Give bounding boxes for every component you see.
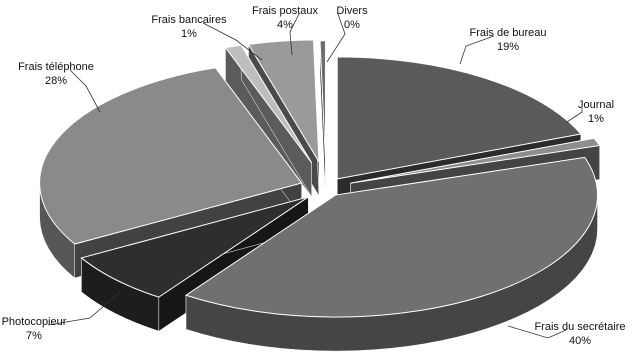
- slice-percent-label: 1%: [588, 113, 604, 125]
- slice-label: Frais de bureau: [469, 27, 546, 39]
- slice-percent-label: 40%: [569, 335, 591, 347]
- slice-percent-label: 19%: [497, 41, 519, 53]
- pie-slice-journal: [350, 137, 601, 184]
- slice-percent-label: 7%: [26, 330, 42, 342]
- pie-slice-frais-postaux: [247, 39, 320, 163]
- leader-line-7: [326, 13, 346, 63]
- pie-slice-tops: [39, 39, 601, 318]
- pie-slice-photocopieur: [80, 196, 309, 298]
- slice-label: Photocopieur: [2, 316, 67, 328]
- slice-percent-label: 28%: [45, 75, 67, 87]
- slice-label: Journal: [578, 99, 614, 111]
- slice-label: Divers: [336, 5, 368, 17]
- leader-line-2: [507, 325, 567, 339]
- leader-line-5: [202, 22, 263, 61]
- slice-label: Frais du secrétaire: [534, 321, 625, 333]
- leader-line-1: [566, 108, 583, 123]
- pie-slice-frais-du-secr-taire: [184, 156, 599, 318]
- slice-percent-label: 1%: [181, 28, 197, 40]
- pie-slice-frais-t-l-phone: [39, 67, 303, 245]
- slice-label: Frais téléphone: [18, 61, 94, 73]
- leader-line-0: [459, 35, 495, 65]
- slice-percent-label: 4%: [277, 19, 293, 31]
- leader-line-4: [69, 69, 101, 113]
- pie-labels: Frais de bureau 19% Journal 1% Frais du secr…: [2, 5, 626, 347]
- pie-slice-frais-bancaires: [224, 44, 313, 164]
- slice-percent-label: 0%: [344, 19, 360, 31]
- pie-slice-divers: [319, 40, 327, 163]
- leader-line-6: [289, 13, 300, 56]
- leader-line-3: [47, 291, 121, 326]
- slice-label: Frais postaux: [252, 5, 319, 17]
- slice-label: Frais bancaires: [151, 14, 227, 26]
- pie-slice-frais-de-bureau: [336, 56, 582, 180]
